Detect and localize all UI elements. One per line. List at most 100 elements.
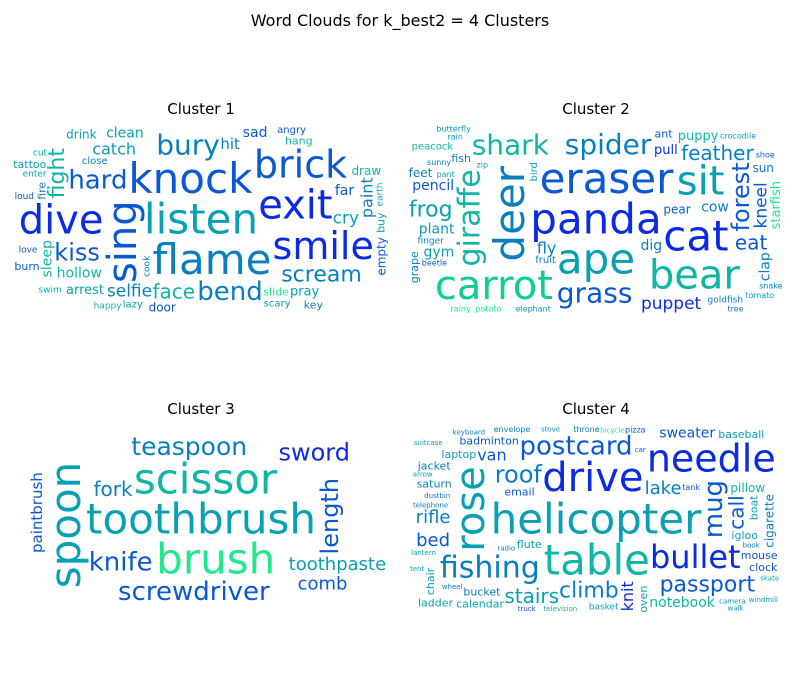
word-gym: gym [423,245,454,261]
word-sit: sit [677,159,725,205]
word-teaspoon: teaspoon [131,432,247,461]
word-ladder: ladder [418,596,454,609]
cluster-4-cloud: helicopter table drive rose needle bullet fish… [407,424,785,614]
word-face: face [152,279,195,303]
word-pencil: pencil [412,178,454,194]
word-arrest: arrest [66,283,104,298]
word-kiss: kiss [54,238,100,266]
cluster-1-panel: Cluster 1 listen knock flame sing exit dive sm… [12,100,390,314]
word-knit: knit [618,581,637,611]
word-calendar: calendar [456,597,504,610]
word-camera: camera [719,597,745,605]
word-grape: grape [408,251,421,283]
word-pull: pull [654,143,678,158]
word-smile: smile [273,224,374,268]
word-tree: tree [727,304,743,313]
word-elephant: elephant [516,304,551,313]
word-roof: roof [495,461,543,489]
word-knife: knife [89,548,153,578]
word-tattoo: tattoo [13,158,46,171]
word-panda: panda [530,195,661,244]
word-slide: slide [263,285,289,298]
word-frog: frog [409,198,453,223]
word-sword: sword [278,439,350,467]
word-saturn: saturn [417,478,452,491]
word-puppet: puppet [641,294,702,314]
word-scissor: scissor [134,454,278,503]
word-lantern: lantern [411,549,436,557]
word-email: email [504,486,534,499]
word-draw: draw [351,164,381,178]
word-snake: snake [759,281,782,290]
word-cow: cow [701,199,729,215]
cluster-3-title: Cluster 3 [167,400,235,418]
word-spoon: spoon [41,462,90,589]
word-close: close [82,156,108,167]
word-bend: bend [197,277,262,307]
cluster-3-cloud: toothbrush scissor brush spoon screwdriver kn… [12,424,390,614]
word-skate: skate [760,574,779,582]
word-eraser: eraser [540,154,675,203]
word-carrot: carrot [435,263,553,309]
word-oven: oven [637,586,650,613]
word-paintbrush: paintbrush [28,472,46,553]
word-fork: fork [93,477,133,501]
word-puppy: puppy [678,129,719,144]
word-throne: throne [573,425,599,434]
word-lake: lake [645,478,682,499]
word-rain: rain [447,132,462,141]
word-kneel: kneel [751,182,771,228]
word-comb: comb [298,573,348,594]
cluster-1-cloud: listen knock flame sing exit dive smile brick bu… [12,124,390,314]
word-telephone: telephone [413,501,448,509]
word-cat: cat [663,212,728,261]
word-feet: feet [409,166,433,180]
word-scary: scary [264,298,291,309]
word-brush: brush [156,535,275,584]
cluster-2-title: Cluster 2 [562,100,630,118]
word-rainy: rainy [450,305,470,314]
word-igloo: igloo [731,529,758,542]
word-fishing: fishing [440,550,540,585]
word-pray: pray [290,284,320,299]
word-fish: fish [451,152,471,165]
word-length: length [316,478,344,555]
word-sunny: sunny [427,158,451,167]
word-hit: hit [220,135,240,153]
word-buy: buy [374,212,387,233]
word-van: van [477,445,506,464]
word-listen: listen [144,195,258,244]
word-suitcase: suitcase [414,439,443,447]
word-angry: angry [277,125,306,136]
word-laptop: laptop [441,448,476,461]
word-sing: sing [100,200,146,283]
word-empty: empty [374,237,388,276]
word-drive: drive [542,455,643,501]
word-ant: ant [654,128,673,141]
word-fruit: fruit [535,255,556,266]
word-dig: dig [640,238,662,254]
word-sleep: sleep [40,240,56,277]
word-sun: sun [752,161,773,175]
cluster-1-title: Cluster 1 [167,100,235,118]
word-dustbin: dustbin [424,492,450,500]
word-zip: zip [477,161,489,170]
word-fight: fight [45,148,70,199]
cluster-2-panel: Cluster 2 panda eraser ape deer cat bear carro… [407,100,785,314]
word-car: car [635,446,646,454]
word-forest: forest [727,162,755,231]
cluster-4-panel: Cluster 4 helicopter table drive rose needle… [407,400,785,613]
word-burn: burn [14,260,39,273]
word-toothpaste: toothpaste [289,554,387,575]
word-spider: spider [565,128,652,161]
word-passport: passport [660,573,756,598]
word-lazy: lazy [123,299,143,310]
word-scream: scream [281,262,362,287]
word-clean: clean [106,125,144,141]
word-envelope: envelope [494,425,531,434]
figure-title: Word Clouds for k_best2 = 4 Clusters [250,11,550,30]
word-rose: rose [448,466,494,552]
word-bed: bed [416,530,450,551]
